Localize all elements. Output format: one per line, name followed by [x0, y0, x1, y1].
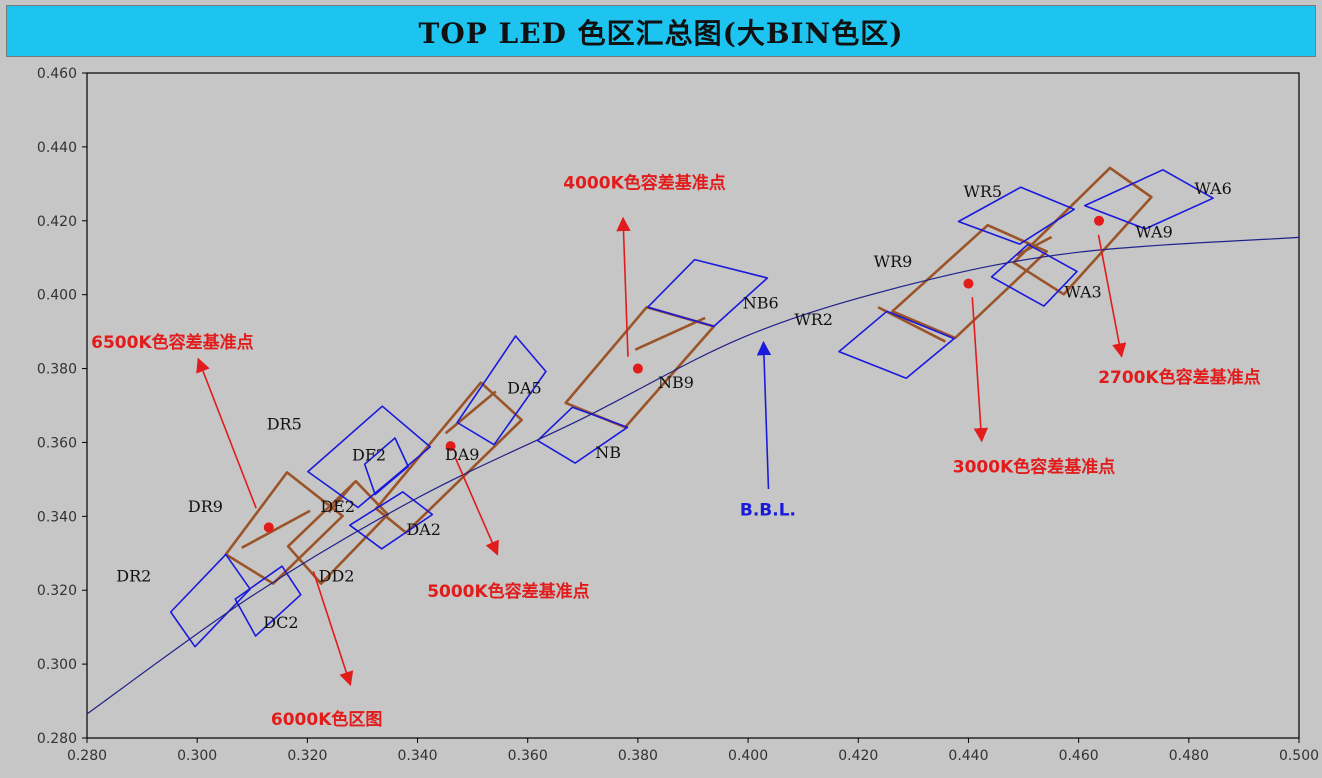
- bin-region-nb6: [646, 258, 769, 328]
- bin-label: DA2: [406, 520, 441, 539]
- annotation-label: B.B.L.: [740, 501, 796, 521]
- title-bar: TOP LED 色区汇总图(大BIN色区): [6, 5, 1316, 57]
- annotation-label: 6500K色容差基准点: [91, 332, 254, 353]
- bin-region-nb: [536, 406, 629, 464]
- bbl-curve-layer: [86, 236, 1300, 715]
- x-tick-label: 0.380: [618, 748, 658, 764]
- group-divider: [634, 316, 706, 351]
- y-tick-label: 0.420: [37, 214, 77, 230]
- reference-point: [963, 278, 974, 289]
- annotation-arrow: [971, 297, 989, 443]
- bin-label: WR5: [963, 182, 1002, 201]
- group-region-5000k: [374, 381, 524, 534]
- x-tick-label: 0.440: [948, 748, 988, 764]
- chart-title: TOP LED 色区汇总图(大BIN色区): [418, 17, 904, 50]
- bin-label: WA3: [1064, 282, 1101, 301]
- reference-point: [263, 522, 274, 533]
- bin-region-df2: [363, 437, 410, 496]
- bbl-curve: [86, 236, 1300, 715]
- annotation-label: 5000K色容差基准点: [427, 581, 590, 602]
- group-divider: [444, 390, 497, 435]
- x-tick-label: 0.340: [397, 748, 437, 764]
- y-tick-label: 0.440: [37, 140, 77, 156]
- bin-label: WR2: [794, 310, 833, 329]
- x-tick-label: 0.320: [287, 748, 327, 764]
- bin-label: DR9: [188, 497, 223, 516]
- y-tick-label: 0.300: [37, 657, 77, 673]
- x-tick-label: 0.480: [1169, 748, 1209, 764]
- bin-label: DF2: [352, 446, 386, 465]
- bin-label: WA9: [1135, 222, 1172, 241]
- annotation-arrow: [756, 340, 772, 490]
- x-tick-label: 0.400: [728, 748, 768, 764]
- annotation-arrow: [312, 571, 354, 687]
- bin-label: WA6: [1194, 179, 1231, 198]
- annotation-arrow: [454, 458, 499, 556]
- bin-region-wa6: [1083, 169, 1214, 230]
- y-tick-label: 0.280: [37, 731, 77, 747]
- bin-region-dr5: [307, 405, 432, 509]
- x-tick-label: 0.460: [1059, 748, 1099, 764]
- bin-label: DE2: [320, 497, 355, 516]
- reference-point: [632, 363, 643, 374]
- axes: 0.280 0.300 0.320 0.340 0.360 0.380 0.400 0.420…: [37, 66, 1319, 764]
- y-tick-label: 0.460: [37, 66, 77, 82]
- reference-point: [1094, 215, 1105, 226]
- bin-region-da5: [456, 335, 547, 446]
- plot-area: [86, 72, 1300, 739]
- bin-label: DR5: [267, 415, 302, 434]
- y-tick-label: 0.340: [37, 509, 77, 525]
- annotations: 6500K色容差基准点 6000K色区图 5000K色容差基准点 4000K色容差基准…: [91, 172, 1261, 730]
- bin-label: NB9: [658, 373, 694, 392]
- annotation-label: 3000K色容差基准点: [953, 457, 1116, 478]
- reference-point: [445, 441, 456, 452]
- bin-region-da2: [348, 491, 434, 550]
- bin-region-dr2: [169, 553, 251, 648]
- bin-labels: DR5 DR9 DR2 DF2 DE2 DD2 DC2 DA2 DA9 DA5 NB9 NB NB6 WR…: [116, 179, 1231, 632]
- y-tick-label: 0.360: [37, 435, 77, 451]
- annotation-label: 2700K色容差基准点: [1098, 367, 1261, 388]
- bin-label: NB: [595, 443, 621, 462]
- y-tick-label: 0.320: [37, 583, 77, 599]
- y-tick-label: 0.400: [37, 288, 77, 304]
- group-divider: [327, 481, 356, 514]
- bin-label: DC2: [263, 613, 298, 632]
- annotation-label: 4000K色容差基准点: [563, 172, 726, 193]
- x-tick-label: 0.500: [1279, 748, 1319, 764]
- group-region-2700k: [1012, 166, 1153, 296]
- bin-region-wr2: [838, 310, 955, 380]
- x-tick-label: 0.280: [67, 748, 107, 764]
- annotation-arrow: [616, 216, 631, 357]
- y-tick-label: 0.380: [37, 362, 77, 378]
- bin-label: DA9: [445, 445, 480, 464]
- x-tick-label: 0.300: [177, 748, 217, 764]
- annotation-label: 6000K色区图: [271, 709, 383, 730]
- bin-label: WR9: [874, 252, 913, 271]
- bin-label: DD2: [319, 567, 355, 586]
- group-region-6500k: [224, 471, 344, 585]
- bin-regions: [169, 169, 1214, 648]
- bin-region-dc2: [234, 565, 302, 637]
- bin-label: DR2: [116, 567, 151, 586]
- annotation-arrow: [1097, 234, 1127, 358]
- bin-region-wr5: [957, 186, 1075, 245]
- annotation-arrow: [196, 357, 257, 509]
- bin-label: NB6: [743, 293, 779, 312]
- group-divider: [1016, 235, 1053, 257]
- group-divider: [241, 509, 311, 549]
- x-tick-label: 0.420: [838, 748, 878, 764]
- bin-region-wa3: [990, 243, 1078, 307]
- x-tick-label: 0.360: [508, 748, 548, 764]
- bin-label: DA5: [507, 379, 542, 398]
- group-region-3000k: [891, 223, 1048, 340]
- reference-points: [263, 215, 1105, 533]
